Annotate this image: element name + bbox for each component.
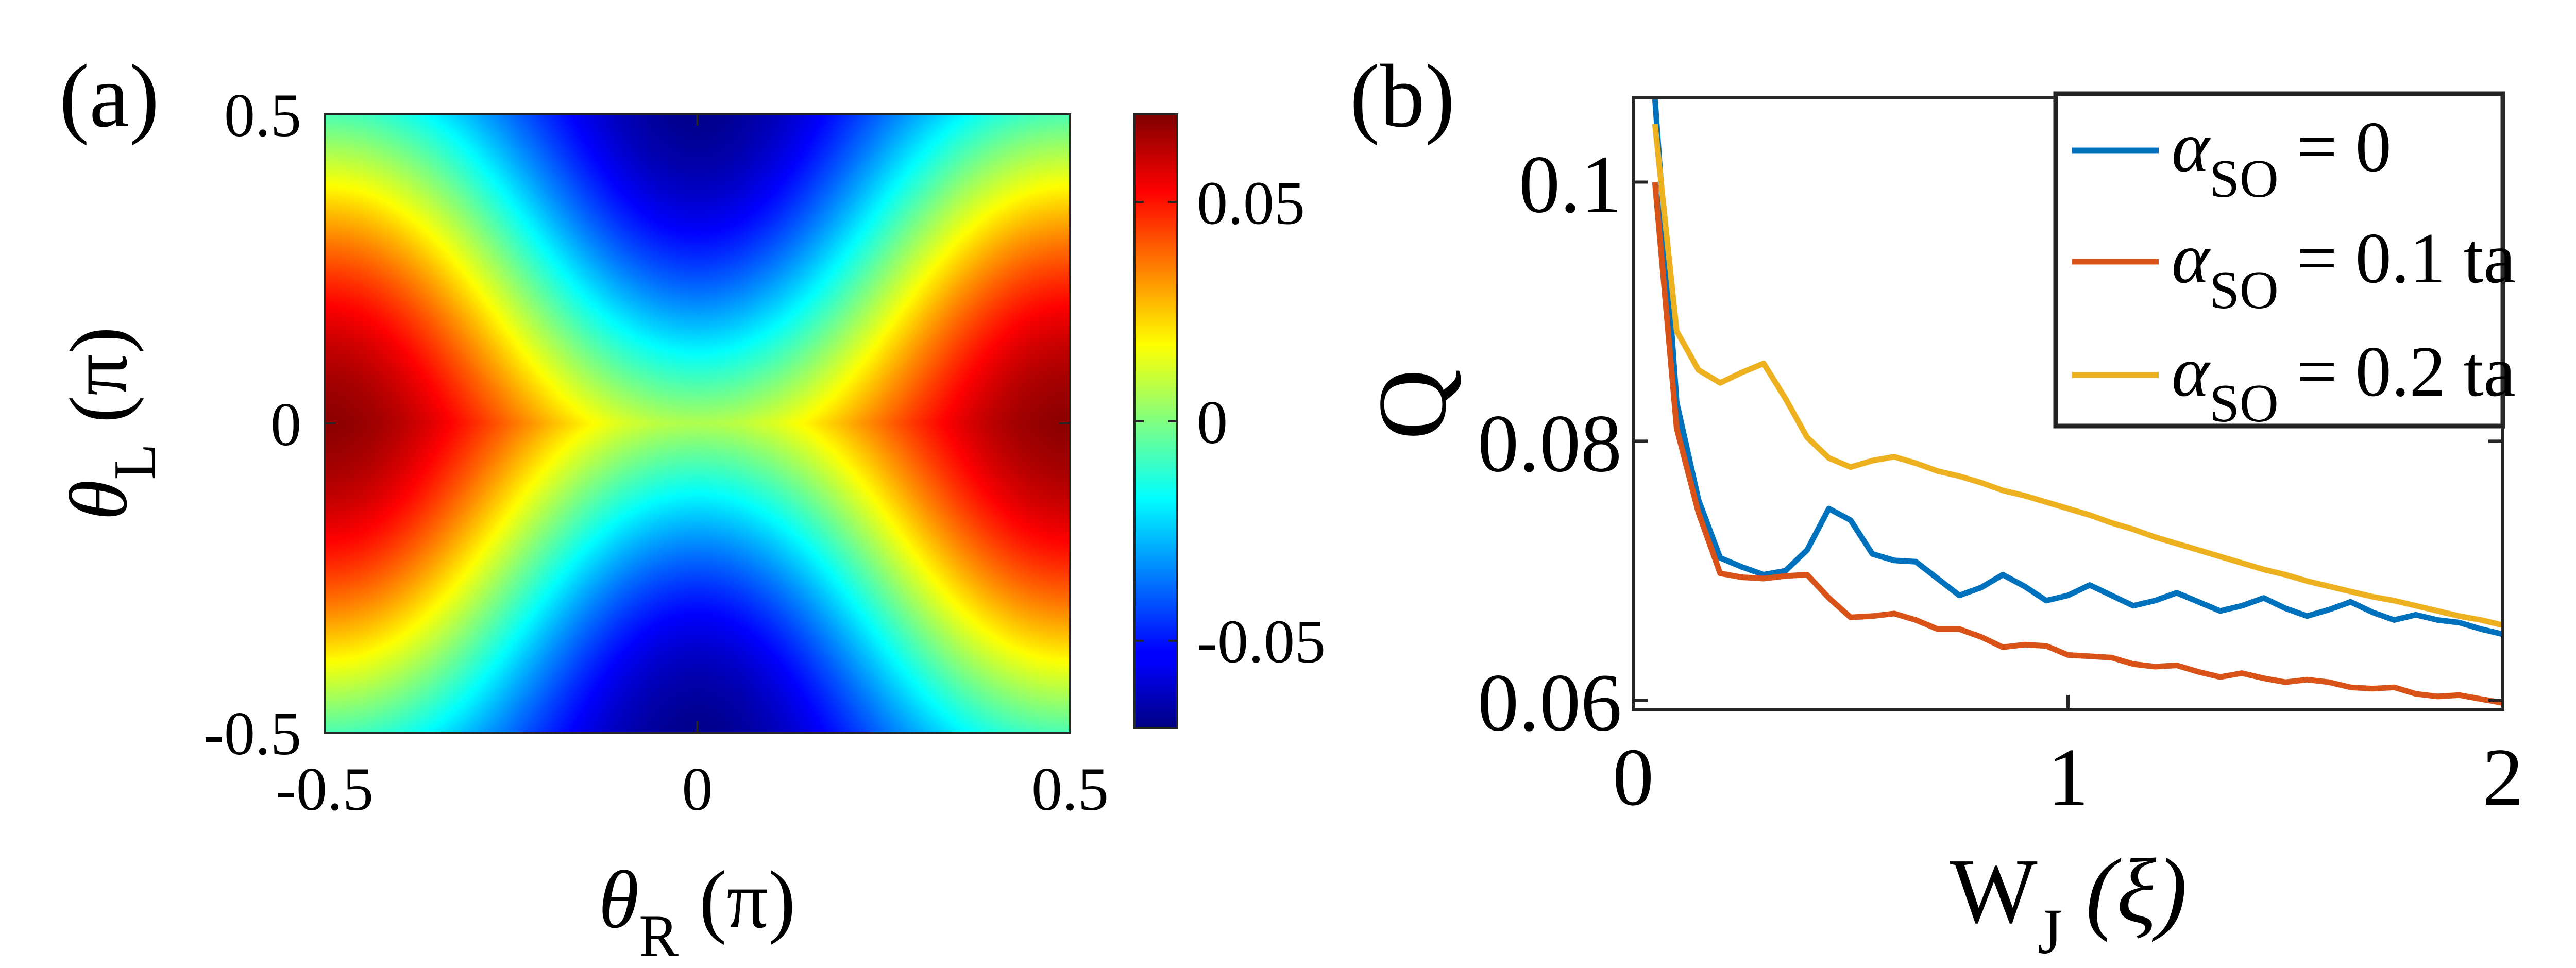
legend-entry-2: αSO = 0.2 ta (2172, 332, 2516, 433)
legend-symbol: α (2172, 107, 2211, 187)
line-x-ticks: 0 1 2 (1613, 98, 2523, 823)
line-xlabel-main: W (1950, 840, 2038, 942)
panel-a-label: (a) (59, 46, 159, 146)
legend-subscript: SO (2210, 148, 2279, 209)
line-xlabel-unit: (ξ) (2062, 840, 2187, 942)
heatmap-x-tick-label: -0.5 (276, 755, 374, 823)
heatmap-y-ticks: -0.5 0 0.5 (204, 81, 1070, 768)
panel-b-label: (b) (1350, 46, 1455, 146)
line-series-group (1652, 97, 2504, 706)
line-x-tick-label: 1 (2047, 731, 2089, 823)
heatmap-xlabel-sub: R (639, 903, 679, 968)
heatmap-y-tick-label: 0.5 (224, 81, 301, 149)
legend-symbol: α (2172, 218, 2211, 298)
line-y-tick-label: 0.08 (1478, 397, 1622, 489)
line-x-tick-label: 2 (2482, 731, 2523, 823)
heatmap-ylabel-symbol: θ (53, 480, 144, 521)
heatmap-ylabel-sub: L (102, 444, 167, 480)
heatmap-x-tick-label: 0.5 (1031, 755, 1109, 823)
colorbar-tick-label: -0.05 (1197, 607, 1326, 676)
heatmap-image (325, 114, 1070, 733)
heatmap-x-ticks: -0.5 0 0.5 (276, 114, 1109, 823)
line-y-tick-label: 0.1 (1519, 138, 1622, 230)
heatmap-ylabel-unit: (π) (53, 327, 144, 444)
legend-subscript: SO (2210, 373, 2279, 433)
colorbar-ticks: 0.05 0 -0.05 (1134, 168, 1326, 676)
heatmap-canvas-wrapper (325, 114, 1070, 733)
heatmap-xlabel-unit: (π) (679, 854, 795, 945)
line-xlabel-sub: J (2038, 896, 2063, 967)
legend-entry-0: αSO = 0 (2172, 107, 2392, 209)
heatmap-xlabel: θR (π) (599, 854, 796, 968)
legend-symbol: α (2172, 332, 2211, 412)
line-y-tick-label: 0.06 (1478, 656, 1622, 748)
colorbar-tick-label: 0 (1197, 388, 1228, 456)
legend-subscript: SO (2210, 260, 2279, 320)
colorbar-tick-label: 0.05 (1197, 168, 1305, 237)
line-y-ticks: 0.06 0.08 0.1 (1478, 138, 2503, 748)
series-line-2 (1652, 123, 2504, 628)
line-x-tick-label: 0 (1613, 731, 1654, 823)
legend-entry-1: αSO = 0.1 ta (2172, 218, 2516, 320)
heatmap-xlabel-symbol: θ (599, 854, 639, 945)
line-ylabel: Q (1359, 369, 1467, 439)
heatmap-ylabel: θL (π) (53, 327, 167, 520)
panel-a-heatmap: (a) -0.5 0 0.5 -0.500.5 θR (π) θL (π) 0.05… (53, 46, 1326, 968)
heatmap-x-tick-label: 0 (682, 755, 713, 823)
legend-text: = 0.1 ta (2279, 218, 2516, 298)
legend-text: = 0.2 ta (2279, 332, 2516, 412)
line-xlabel: WJ (ξ) (1950, 840, 2188, 967)
heatmap-y-tick-label: -0.5 (204, 699, 301, 768)
heatmap-y-tick-label: 0 (270, 390, 301, 458)
series-line-1 (1652, 182, 2503, 706)
series-line-0 (1652, 97, 2504, 637)
legend-text: = 0 (2279, 107, 2392, 187)
